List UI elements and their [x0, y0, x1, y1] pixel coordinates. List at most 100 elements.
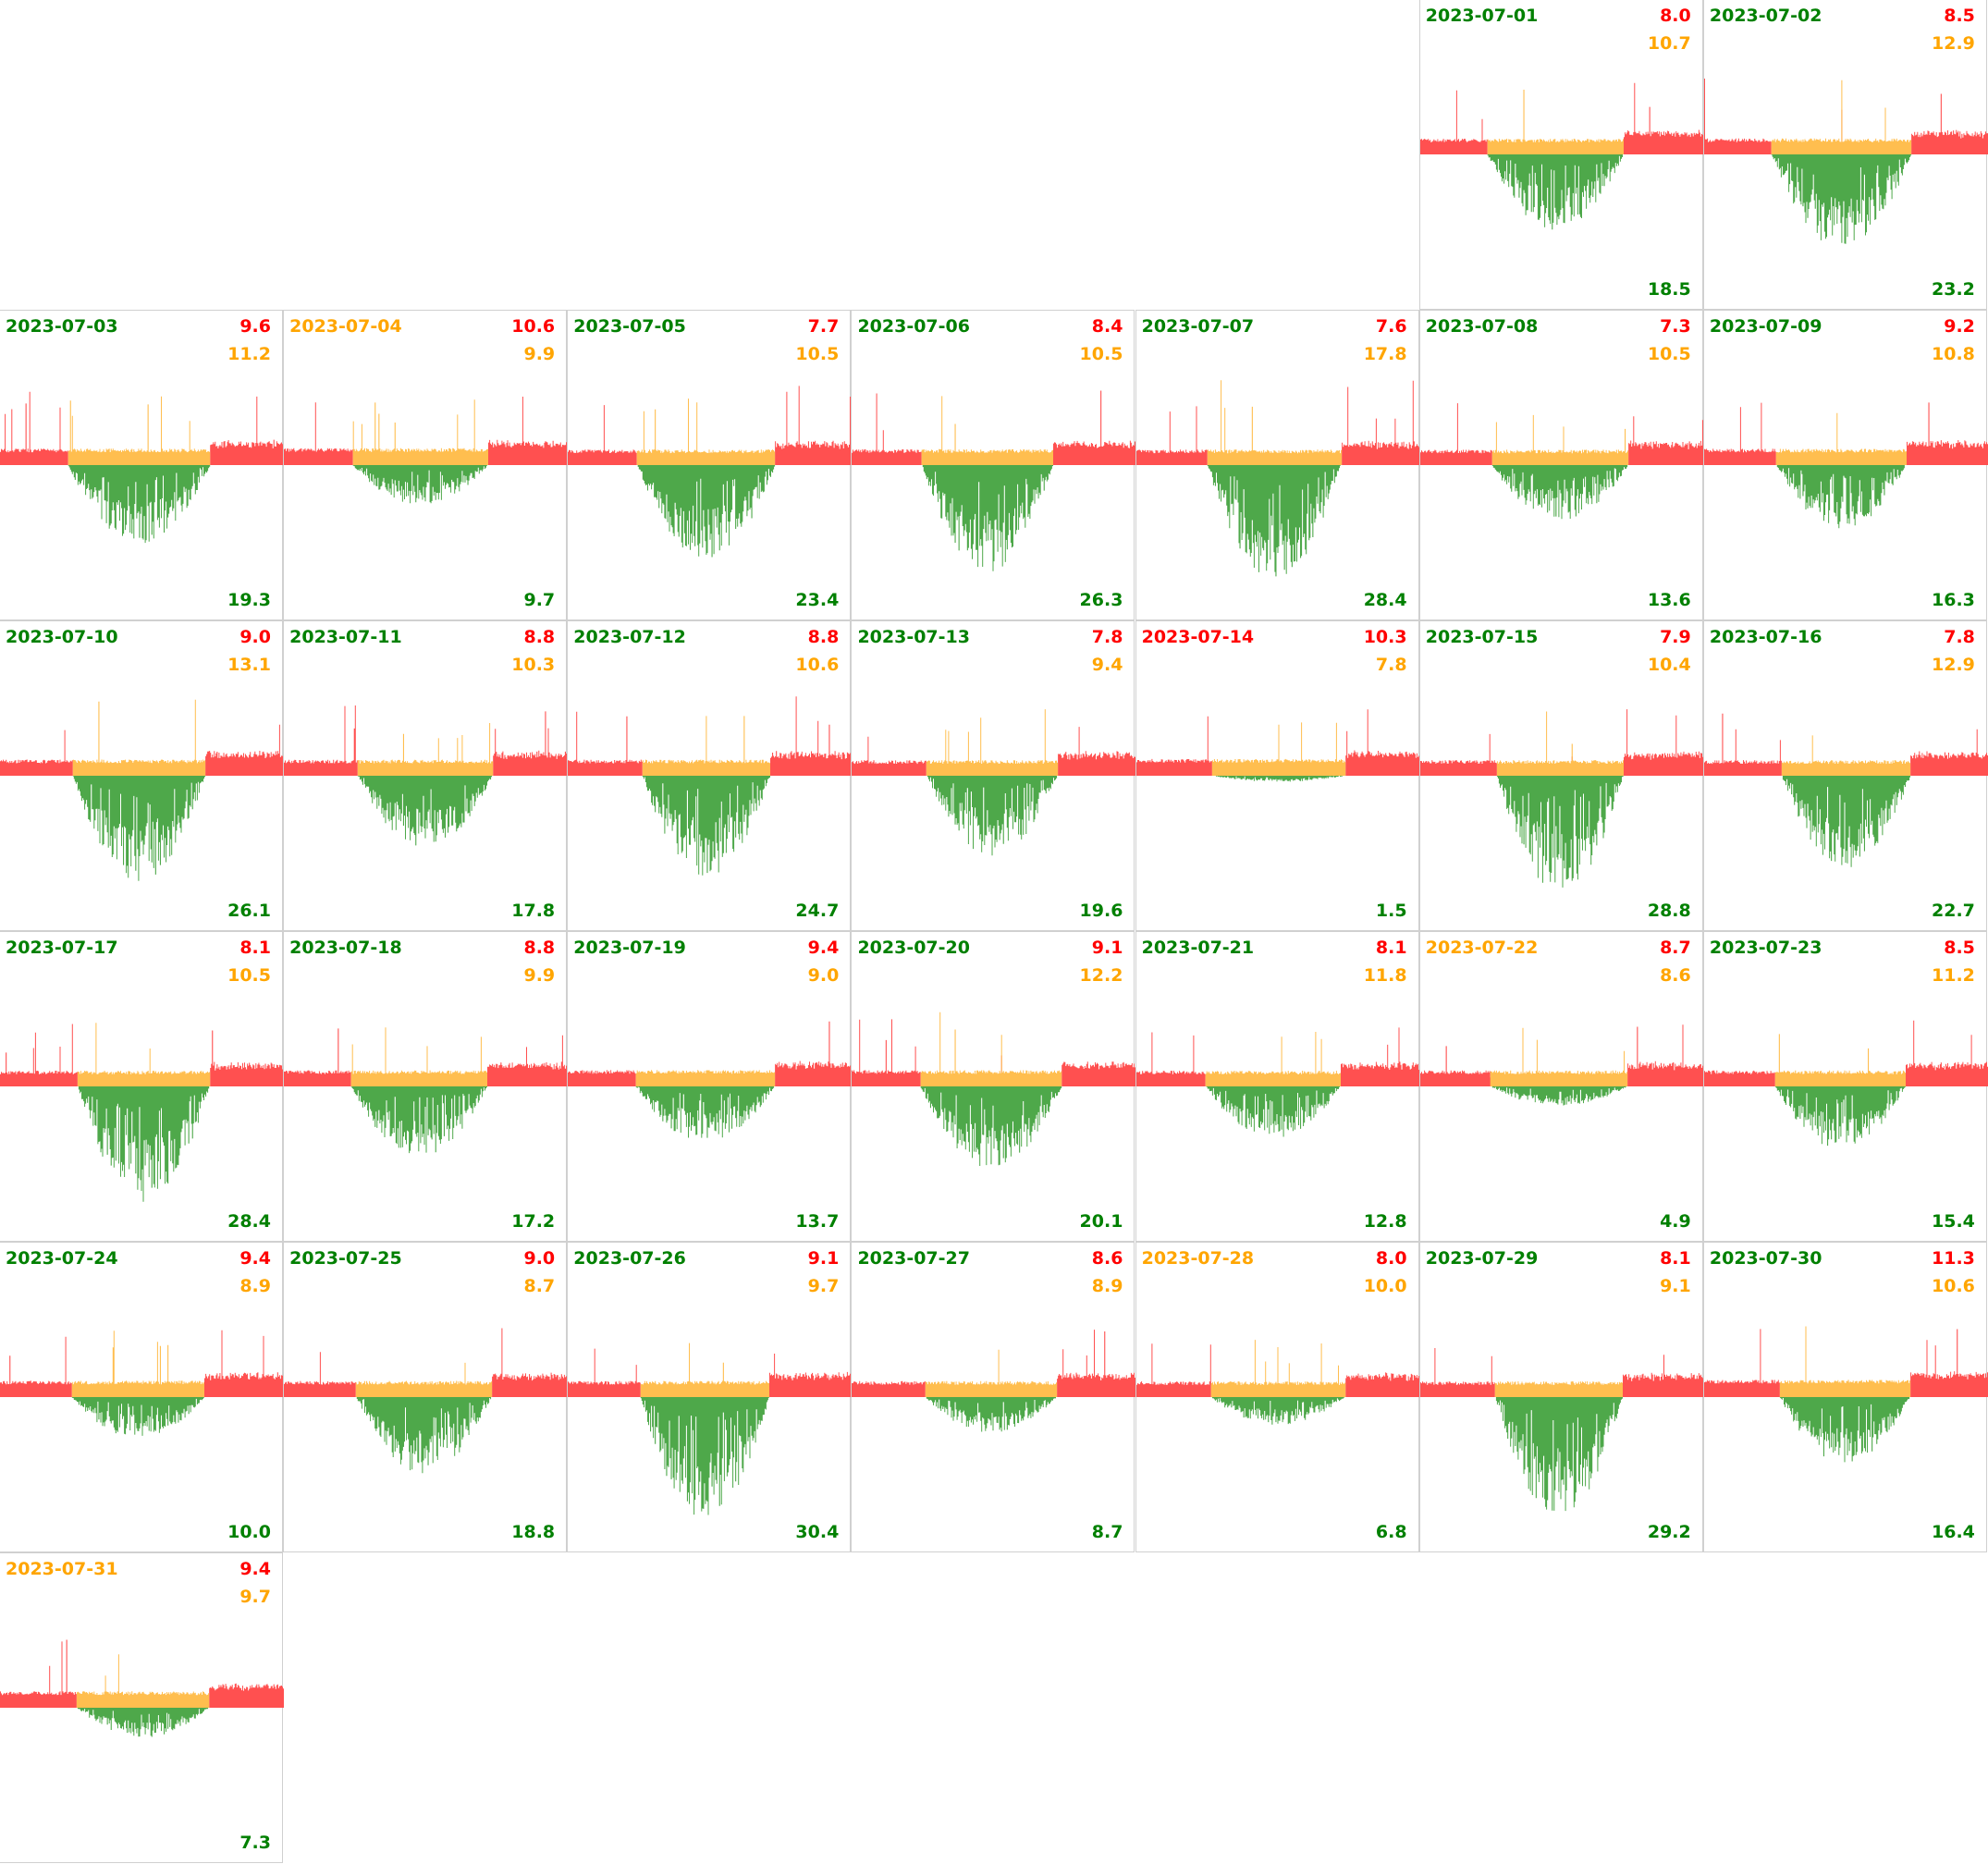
- export-value: 20.1: [1079, 1211, 1123, 1232]
- self-consumption-value: 10.6: [795, 655, 840, 675]
- grid-import-value: 9.6: [239, 316, 271, 337]
- self-consumption-area: [352, 399, 489, 465]
- day-date-label: 2023-07-30: [1709, 1248, 1822, 1269]
- day-date-label: 2023-07-29: [1425, 1248, 1539, 1269]
- grid-import-area: [1135, 380, 1420, 465]
- export-area: [1495, 1397, 1623, 1512]
- export-value: 6.8: [1375, 1522, 1407, 1542]
- export-value: 13.6: [1647, 590, 1691, 610]
- self-consumption-area: [1210, 1340, 1345, 1397]
- day-cell: 2023-07-28 8.0 10.0 6.8: [1135, 1242, 1420, 1552]
- grid-import-area: [568, 1021, 853, 1086]
- grid-import-area: [284, 397, 569, 465]
- export-area: [927, 1397, 1057, 1432]
- export-value: 26.3: [1079, 590, 1123, 610]
- self-consumption-value: 11.2: [227, 344, 271, 364]
- day-energy-chart: [0, 1023, 284, 1202]
- day-energy-chart: [1135, 380, 1420, 577]
- export-value: 28.8: [1647, 901, 1691, 921]
- day-cell: 2023-07-31 9.4 9.7 7.3: [0, 1552, 284, 1863]
- export-value: 1.5: [1375, 901, 1407, 921]
- day-energy-chart: [1703, 402, 1988, 529]
- self-consumption-area: [1494, 1381, 1623, 1397]
- self-consumption-value: 8.9: [239, 1276, 271, 1296]
- day-date-label: 2023-07-05: [573, 316, 686, 337]
- export-area: [927, 776, 1058, 856]
- export-value: 13.7: [795, 1211, 840, 1232]
- self-consumption-area: [1491, 414, 1628, 465]
- day-cell: 2023-07-18 8.8 9.9 17.2: [283, 931, 569, 1242]
- day-energy-chart: [1419, 1348, 1704, 1512]
- export-value: 26.1: [227, 901, 271, 921]
- export-area: [921, 1086, 1062, 1166]
- day-date-label: 2023-07-04: [289, 316, 402, 337]
- export-area: [356, 1397, 492, 1474]
- day-cell: 2023-07-16 7.8 12.9 22.7: [1702, 620, 1988, 931]
- self-consumption-value: 11.8: [1363, 965, 1407, 986]
- export-area: [77, 1708, 209, 1737]
- grid-import-area: [1419, 82, 1704, 154]
- day-energy-chart: [0, 699, 284, 881]
- grid-import-value: 8.5: [1944, 6, 1975, 26]
- grid-import-value: 8.1: [1660, 1248, 1691, 1269]
- self-consumption-value: 8.9: [1091, 1276, 1123, 1296]
- grid-import-area: [1135, 1027, 1420, 1086]
- day-cell: 2023-07-26 9.1 9.7 30.4: [567, 1242, 853, 1552]
- day-date-label: 2023-07-01: [1425, 6, 1539, 26]
- day-energy-chart: [0, 1330, 284, 1436]
- day-energy-chart: [284, 397, 569, 504]
- export-area: [1206, 1086, 1340, 1137]
- grid-import-value: 9.4: [807, 938, 840, 958]
- day-energy-chart: [568, 386, 853, 558]
- export-area: [1776, 465, 1905, 529]
- self-consumption-value: 8.6: [1660, 965, 1691, 986]
- grid-import-value: 9.4: [239, 1559, 271, 1579]
- self-consumption-area: [77, 1023, 211, 1086]
- grid-import-value: 7.6: [1375, 316, 1407, 337]
- day-date-label: 2023-07-27: [857, 1248, 970, 1269]
- day-energy-chart: [568, 1343, 853, 1515]
- grid-import-area: [0, 1330, 284, 1397]
- export-value: 16.4: [1932, 1522, 1975, 1542]
- grid-import-area: [568, 1348, 853, 1397]
- self-consumption-area: [1496, 711, 1624, 776]
- day-date-label: 2023-07-31: [6, 1559, 118, 1579]
- grid-import-value: 7.7: [807, 316, 840, 337]
- export-value: 19.3: [227, 590, 271, 610]
- day-cell: 2023-07-03 9.6 11.2 19.3: [0, 310, 284, 620]
- day-date-label: 2023-07-19: [573, 938, 686, 958]
- grid-import-value: 9.1: [807, 1248, 840, 1269]
- self-consumption-area: [927, 709, 1059, 776]
- day-cell: 2023-07-23 8.5 11.2 15.4: [1702, 931, 1988, 1242]
- day-cell: 2023-07-13 7.8 9.4 19.6: [851, 620, 1136, 931]
- self-consumption-area: [643, 716, 771, 776]
- export-value: 23.2: [1932, 279, 1975, 300]
- export-area: [1771, 154, 1911, 244]
- grid-import-value: 7.9: [1660, 627, 1691, 647]
- self-consumption-value: 10.3: [511, 655, 556, 675]
- self-consumption-area: [1487, 90, 1624, 154]
- day-date-label: 2023-07-28: [1141, 1248, 1255, 1269]
- self-consumption-area: [350, 1027, 488, 1086]
- grid-import-value: 8.0: [1660, 6, 1691, 26]
- self-consumption-value: 13.1: [227, 655, 271, 675]
- day-date-label: 2023-07-14: [1141, 627, 1255, 647]
- grid-import-value: 9.0: [523, 1248, 556, 1269]
- day-energy-chart: [284, 1328, 569, 1474]
- grid-import-area: [284, 1028, 569, 1086]
- grid-import-value: 8.0: [1375, 1248, 1407, 1269]
- day-date-label: 2023-07-15: [1425, 627, 1539, 647]
- grid-import-area: [0, 724, 284, 776]
- self-consumption-value: 10.6: [1932, 1276, 1975, 1296]
- day-cell: 2023-07-02 8.5 12.9 23.2: [1702, 0, 1988, 310]
- day-date-label: 2023-07-24: [6, 1248, 118, 1269]
- day-date-label: 2023-07-08: [1425, 316, 1539, 337]
- export-area: [350, 1086, 488, 1154]
- day-date-label: 2023-07-11: [289, 627, 402, 647]
- day-energy-chart: [1419, 403, 1704, 520]
- day-cell: 2023-07-01 8.0 10.7 18.5: [1418, 0, 1704, 310]
- grid-import-value: 9.0: [239, 627, 271, 647]
- grid-import-area: [852, 727, 1136, 776]
- export-area: [641, 1397, 770, 1515]
- day-energy-chart: [284, 1027, 569, 1154]
